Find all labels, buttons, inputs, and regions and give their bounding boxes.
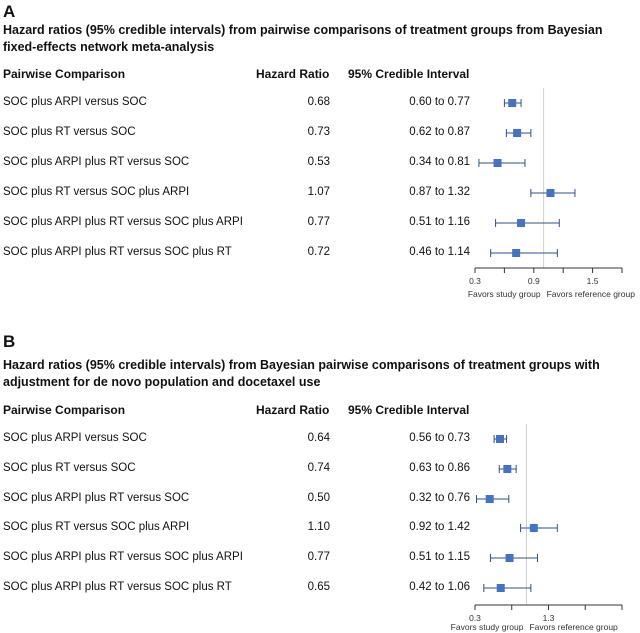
point-estimate-marker [513, 129, 522, 137]
panel-b-letter: B [3, 332, 16, 351]
panel-a-row-ci: 0.46 to 1.14 [409, 246, 470, 258]
panel-a-letter: A [3, 2, 16, 21]
panel-b-row-ci: 0.51 to 1.15 [409, 551, 470, 563]
panel-b-row-hr: 0.50 [307, 492, 330, 504]
panel-b-row-hr: 0.65 [307, 581, 330, 593]
panel-b-row-ci: 0.32 to 0.76 [409, 492, 470, 504]
point-estimate-marker [496, 584, 505, 592]
panel-a-row-hr: 0.77 [307, 216, 330, 228]
panel-b-title: Hazard ratios (95% credible intervals) f… [3, 358, 600, 389]
point-estimate-marker [512, 249, 521, 257]
panel-b-row-label: SOC plus ARPI plus RT versus SOC [3, 492, 190, 504]
panel-a-row-label: SOC plus ARPI plus RT versus SOC plus AR… [3, 216, 243, 228]
point-estimate-marker [493, 159, 502, 167]
panel-b-header-comparison: Pairwise Comparison [3, 403, 126, 417]
panel-a-row-ci: 0.87 to 1.32 [409, 186, 470, 198]
panel-b-row-ci: 0.42 to 1.06 [409, 581, 470, 593]
panel-a-row-ci: 0.60 to 0.77 [409, 96, 470, 108]
panel-b-row-hr: 1.10 [307, 521, 330, 533]
panel-b-header-ci: 95% Credible Interval [348, 403, 470, 417]
panel-b-row-label: SOC plus ARPI versus SOC [3, 432, 147, 444]
point-estimate-marker [529, 524, 538, 532]
point-estimate-marker [503, 465, 512, 473]
panel-b-header-hazard-ratio: Hazard Ratio [256, 403, 330, 417]
x-axis-tick-label: 0.3 [469, 276, 481, 286]
x-axis-tick-label: 0.3 [469, 613, 481, 623]
panel-a-row-hr: 0.73 [307, 126, 330, 138]
panel-a-row-label: SOC plus RT versus SOC [3, 126, 136, 138]
panel-b-row-label: SOC plus RT versus SOC plus ARPI [3, 521, 190, 533]
panel-a-header-comparison: Pairwise Comparison [3, 67, 126, 81]
x-axis-tick-label: 0.9 [528, 276, 540, 286]
panel-a-row-label: SOC plus RT versus SOC plus ARPI [3, 186, 190, 198]
favors-study-group-label: Favors study group [468, 289, 541, 299]
panel-a-forest-plot: 0.3 0.9 1.5 Favors study group Favors refere… [468, 88, 636, 299]
panel-b-row-hr: 0.64 [307, 432, 330, 444]
x-axis-tick-label: 1.5 [587, 276, 599, 286]
point-estimate-marker [505, 554, 514, 562]
point-estimate-marker [508, 99, 517, 107]
panel-b-row-label: SOC plus ARPI plus RT versus SOC plus AR… [3, 551, 243, 563]
x-axis-tick-label: 1.3 [543, 613, 555, 623]
point-estimate-marker [517, 219, 526, 227]
panel-a-row-label: SOC plus ARPI versus SOC [3, 96, 147, 108]
panel-a-row-hr: 0.72 [307, 246, 330, 258]
panel-a-row-label: SOC plus ARPI plus RT versus SOC [3, 156, 190, 168]
panel-a-row-ci: 0.62 to 0.87 [409, 126, 470, 138]
panel-b-row-ci: 0.92 to 1.42 [409, 521, 470, 533]
panel-b-row-hr: 0.74 [307, 462, 330, 474]
panel-a-row-hr: 0.53 [307, 156, 330, 168]
favors-reference-group-label: Favors reference group [529, 622, 618, 632]
panel-a-row-hr: 1.07 [307, 186, 330, 198]
point-estimate-marker [546, 189, 555, 197]
panel-a-row-ci: 0.34 to 0.81 [409, 156, 470, 168]
favors-study-group-label: Favors study group [451, 622, 524, 632]
point-estimate-marker [495, 435, 504, 443]
panel-a-row-hr: 0.68 [307, 96, 330, 108]
favors-reference-group-label: Favors reference group [547, 289, 636, 299]
panel-b-row-ci: 0.63 to 0.86 [409, 462, 470, 474]
panel-a-header-ci: 95% Credible Interval [348, 67, 470, 81]
panel-b-row-hr: 0.77 [307, 551, 330, 563]
panel-a-row-ci: 0.51 to 1.16 [409, 216, 470, 228]
point-estimate-marker [485, 495, 494, 503]
panel-a-header-hazard-ratio: Hazard Ratio [256, 67, 330, 81]
panel-b-row-label: SOC plus RT versus SOC [3, 462, 136, 474]
panel-b-row-label: SOC plus ARPI plus RT versus SOC plus RT [3, 581, 232, 593]
panel-a-row-label: SOC plus ARPI plus RT versus SOC plus RT [3, 246, 232, 258]
panel-a-title: Hazard ratios (95% credible intervals) f… [3, 23, 603, 54]
panel-b-row-ci: 0.56 to 0.73 [409, 432, 470, 444]
